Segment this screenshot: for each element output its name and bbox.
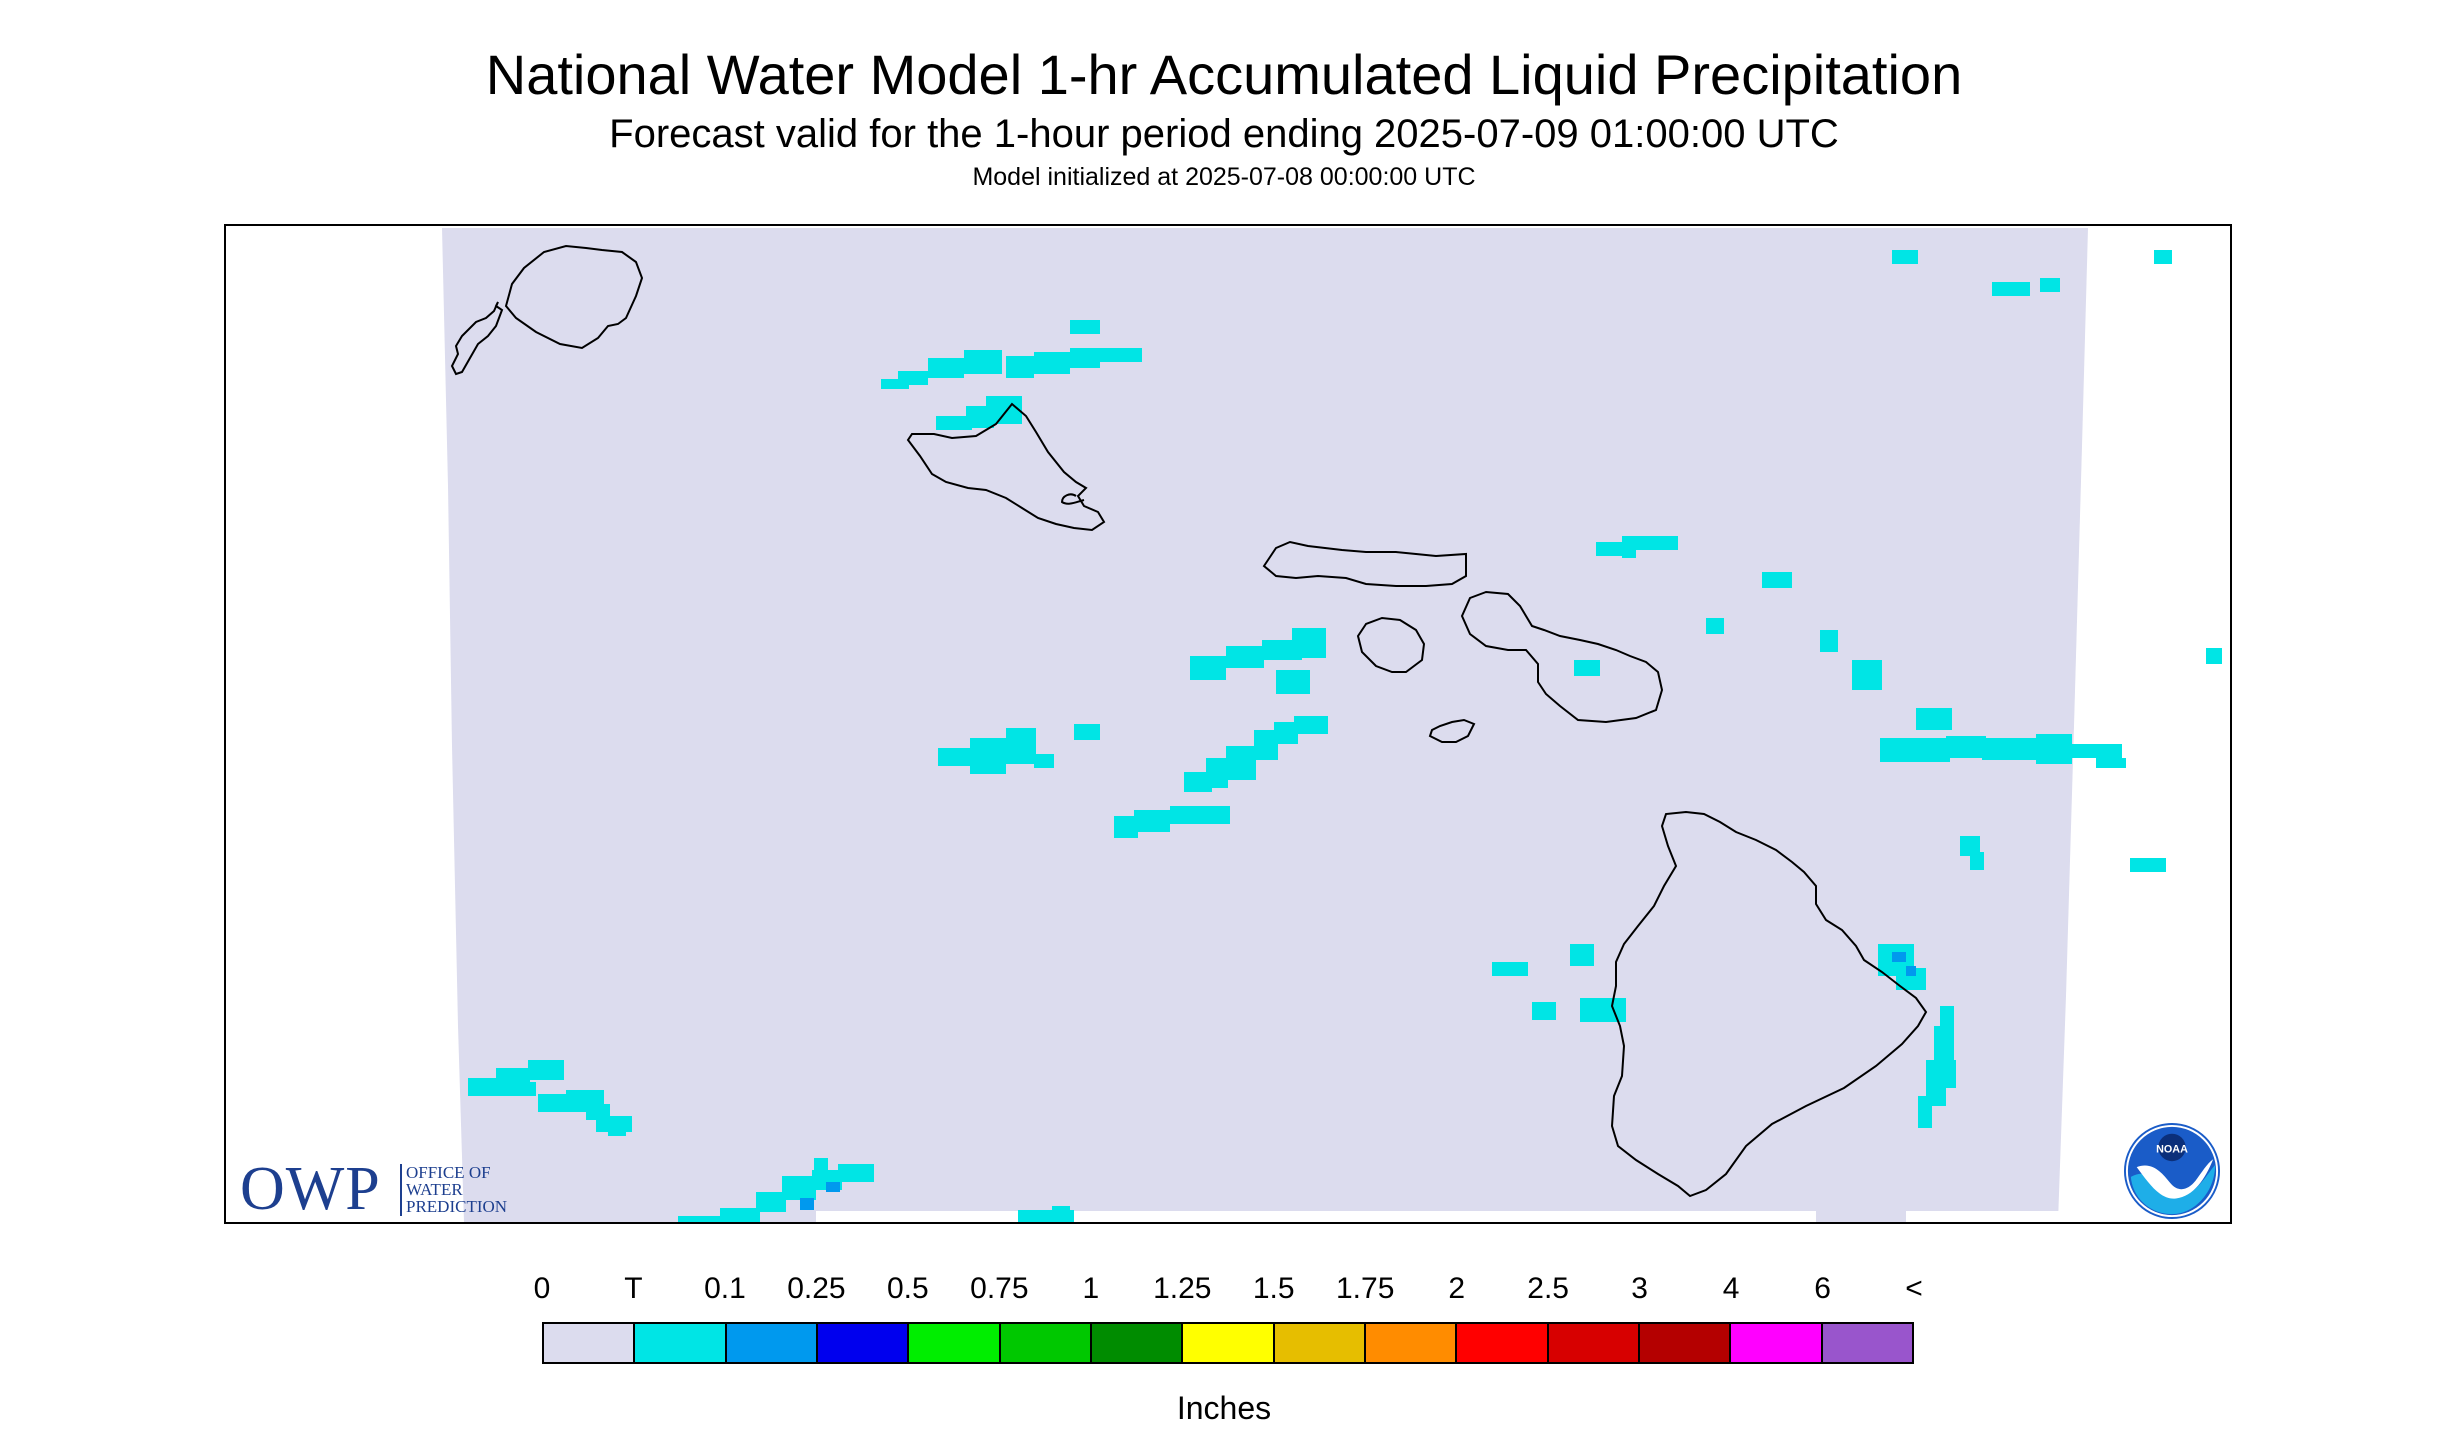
- noaa-text: NOAA: [2156, 1143, 2188, 1155]
- legend-swatch: [1822, 1324, 1912, 1362]
- owp-line1: OFFICE OF: [406, 1163, 491, 1182]
- legend-label: 0.5: [887, 1272, 929, 1305]
- hawaii-island: [1610, 810, 1928, 1198]
- legend-swatch: [1183, 1324, 1275, 1362]
- noaa-logo: NOAA: [2123, 1122, 2221, 1220]
- legend-swatch: [1457, 1324, 1549, 1362]
- legend-label: 3: [1631, 1272, 1648, 1305]
- legend-swatch: [1091, 1324, 1184, 1362]
- hawaii-precip-map: [418, 228, 2222, 1222]
- legend-label: 0: [533, 1272, 551, 1305]
- legend-swatch: [1731, 1324, 1823, 1362]
- legend-label: 1: [1082, 1272, 1100, 1305]
- kauai-island: [504, 244, 644, 350]
- legend-label: 4: [1722, 1272, 1740, 1305]
- chart-title: National Water Model 1-hr Accumulated Li…: [485, 43, 1963, 106]
- legend-swatch: [1365, 1324, 1458, 1362]
- legend-label: 0.75: [970, 1272, 1029, 1305]
- legend-colorbar: [542, 1322, 1914, 1364]
- maui-island: [1460, 590, 1664, 724]
- model-domain: [418, 228, 2088, 1222]
- legend-swatch: [1000, 1324, 1092, 1362]
- owp-letters: OWP: [240, 1155, 381, 1223]
- legend-label: 0.1: [704, 1272, 746, 1305]
- legend-labels: 0 T 0.1 0.25 0.5 0.75 1 1.25 1.5 1.75 2 2.5 3 4 6 <: [0, 1272, 2448, 1312]
- domain-edge: [816, 1211, 1816, 1222]
- domain-edge: [1906, 1211, 2066, 1222]
- legend-units: Inches: [1176, 1390, 1272, 1426]
- chart-subtitle: Forecast valid for the 1-hour period end…: [609, 112, 1839, 156]
- legend-swatch: [1274, 1324, 1366, 1362]
- legend-label: 1.5: [1252, 1272, 1295, 1305]
- light-precip-cells: [800, 952, 1916, 1210]
- owp-line3: PREDICTION: [406, 1197, 508, 1216]
- trace-precip-cells: [468, 250, 2222, 1222]
- legend-label: 2: [1448, 1272, 1465, 1305]
- legend-swatch: [817, 1324, 910, 1362]
- legend-label: <: [1905, 1272, 1923, 1305]
- legend-swatch: [1548, 1324, 1640, 1362]
- legend-label: 1.75: [1335, 1272, 1395, 1305]
- legend-label: T: [624, 1272, 643, 1305]
- legend-label: 6: [1814, 1272, 1831, 1305]
- owp-divider: [400, 1164, 402, 1216]
- niihau-island: [450, 301, 504, 376]
- lanai-island: [1356, 616, 1426, 673]
- legend-swatch: [544, 1324, 636, 1362]
- legend-label: 1.25: [1153, 1272, 1212, 1305]
- model-init-text: Model initialized at 2025-07-08 00:00:00…: [972, 163, 1476, 191]
- owp-line2: WATER: [406, 1180, 463, 1199]
- legend-label: 0.25: [787, 1272, 846, 1305]
- kahoolawe-island: [1428, 718, 1476, 743]
- coastlines: [450, 244, 1928, 1198]
- molokai-island: [1262, 540, 1467, 587]
- legend-label: 2.5: [1527, 1272, 1569, 1305]
- legend-swatch: [1639, 1324, 1732, 1362]
- legend-swatch: [635, 1324, 727, 1362]
- map-panel: OWP OFFICE OF WATER PREDICTION NOAA: [224, 224, 2232, 1224]
- pearl-harbor: [1060, 493, 1085, 505]
- oahu-island: [906, 402, 1106, 532]
- legend-swatch: [726, 1324, 818, 1362]
- legend-swatch: [909, 1324, 1001, 1362]
- owp-logo: OWP OFFICE OF WATER PREDICTION: [240, 1152, 560, 1222]
